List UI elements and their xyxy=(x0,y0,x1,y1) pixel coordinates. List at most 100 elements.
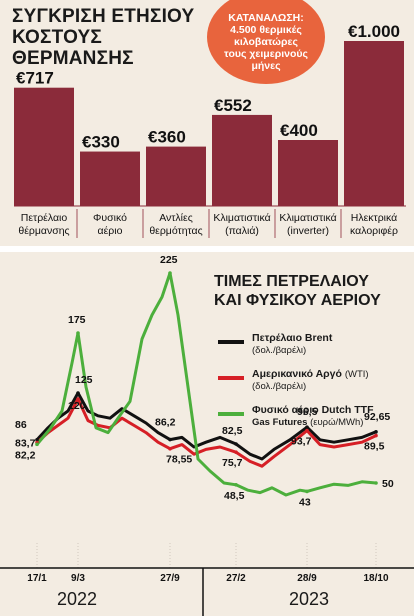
series-2-point-4 xyxy=(305,489,309,494)
heating-chart-title: ΣΥΓΚΡΙΣΗ ΕΤΗΣΙΟΥ ΚΟΣΤΟΥΣ ΘΕΡΜΑΝΣΗΣ xyxy=(12,6,222,69)
bar-category-line2-5: καλοριφέρ xyxy=(350,225,398,237)
series-2-point-0 xyxy=(35,442,39,447)
badge-line-1: ΚΑΤΑΝΑΛΩΣΗ: xyxy=(228,12,304,24)
series-line-1 xyxy=(35,397,377,468)
bar-value-label-1: €330 xyxy=(82,133,120,152)
series-0-point-2 xyxy=(168,437,172,442)
bar-4 xyxy=(278,140,338,206)
bar-category-line1-5: Ηλεκτρικά xyxy=(351,212,397,224)
series-0-label-4: 96,5 xyxy=(297,406,318,418)
x-tick-label-5: 18/10 xyxy=(363,573,388,584)
legend-label-wti-suffix: (WTI) xyxy=(344,369,369,380)
series-2-label-2: 225 xyxy=(160,254,178,266)
legend-unit-ttf-inline: Gas Futures xyxy=(252,417,308,428)
series-0-point-4 xyxy=(305,425,309,430)
legend-label-brent: Πετρέλαιο Brent xyxy=(252,332,333,344)
bar-category-line2-4: (inverter) xyxy=(287,225,329,237)
legend-unit-ttf-unit: (ευρώ/MWh) xyxy=(310,417,364,428)
series-1-point-2 xyxy=(168,446,172,451)
series-0-label-5: 92,65 xyxy=(364,411,390,423)
badge-line-3: κιλοβατώρες xyxy=(234,36,298,48)
series-1-label-2: 78,55 xyxy=(166,454,192,466)
legend-swatch-ttf xyxy=(218,412,244,416)
series-1-point-3 xyxy=(234,450,238,454)
prices-legend: Πετρέλαιο Brent (δολ./βαρέλι) Αμερικανικ… xyxy=(218,332,414,440)
bar-category-line1-1: Φυσικό xyxy=(93,212,127,224)
bar-category-line2-0: θέρμανσης xyxy=(18,225,69,237)
bar-3 xyxy=(212,114,272,206)
bar-value-label-5: €1.000 xyxy=(348,22,400,41)
year-label-2022: 2022 xyxy=(57,589,98,609)
timeline-axis: 2022 2023 xyxy=(0,568,414,616)
series-2-point-3 xyxy=(234,483,238,487)
x-tick-label-1: 9/3 xyxy=(71,573,85,584)
year-label-2023: 2023 xyxy=(289,589,330,609)
bar-category-line1-3: Κλιματιστικά xyxy=(213,212,270,224)
badge-line-5: μήνες xyxy=(251,60,281,72)
series-0-label-0: 86 xyxy=(15,419,27,431)
badge-line-2: 4.500 θερμικές xyxy=(230,24,302,36)
series-1-point-5 xyxy=(374,433,378,438)
legend-item-brent: Πετρέλαιο Brent (δολ./βαρέλι) xyxy=(218,332,414,368)
legend-label-wti: Αμερικανικό Αργό (WTI) xyxy=(252,368,369,381)
legend-swatch-wti xyxy=(218,376,244,380)
series-2-label-0: 82,2 xyxy=(15,449,36,461)
series-0-point-3 xyxy=(234,442,238,446)
heating-title-line2: ΚΟΣΤΟΥΣ ΘΕΡΜΑΝΣΗΣ xyxy=(12,27,134,69)
prices-title-line1: ΤΙΜΕΣ ΠΕΤΡΕΛΑΙΟΥ xyxy=(214,273,369,290)
series-2-label-3: 48,5 xyxy=(224,490,245,502)
bar-2 xyxy=(146,146,206,206)
bar-value-label-0: €717 xyxy=(16,69,54,88)
series-1-label-5: 89,5 xyxy=(364,441,385,453)
bar-value-label-3: €552 xyxy=(214,96,252,115)
series-2-point-1 xyxy=(76,331,80,335)
series-2-label-1: 175 xyxy=(68,314,86,326)
legend-swatch-brent xyxy=(218,340,244,344)
x-tick-label-2: 27/9 xyxy=(160,573,180,584)
badge-line-4: τους χειμερινούς xyxy=(224,48,308,60)
bar-category-line1-0: Πετρέλαιο xyxy=(21,212,68,224)
legend-unit-ttf: Gas Futures (ευρώ/MWh) xyxy=(252,417,363,429)
series-1-label-1: 120 xyxy=(68,400,86,412)
bar-value-label-2: €360 xyxy=(148,128,186,147)
prices-chart-title: ΤΙΜΕΣ ΠΕΤΡΕΛΑΙΟΥ ΚΑΙ ΦΥΣΙΚΟΥ ΑΕΡΙΟΥ xyxy=(214,272,414,310)
x-tick-label-3: 27/2 xyxy=(226,573,246,584)
bar-0 xyxy=(14,87,74,206)
series-0-label-1: 125 xyxy=(75,374,93,386)
legend-label-wti-name: Αμερικανικό Αργό xyxy=(252,368,342,380)
bar-category-line1-2: Αντλίες xyxy=(159,212,193,224)
series-2-point-5 xyxy=(374,481,378,485)
prices-title-line2: ΚΑΙ ΦΥΣΙΚΟΥ ΑΕΡΙΟΥ xyxy=(214,292,381,309)
heating-title-line1: ΣΥΓΚΡΙΣΗ ΕΤΗΣΙΟΥ xyxy=(12,6,195,27)
legend-label-ttf: Φυσικό αέριο Dutch TTF xyxy=(252,404,374,416)
series-0-point-5 xyxy=(374,430,378,434)
bar-category-line2-3: (παλιά) xyxy=(225,225,259,237)
series-line-0 xyxy=(35,391,377,461)
x-tick-label-4: 28/9 xyxy=(297,573,317,584)
series-2-label-4: 43 xyxy=(299,496,311,508)
bar-5 xyxy=(344,41,404,206)
section-divider xyxy=(0,246,414,252)
series-1-label-3: 75,7 xyxy=(222,457,243,469)
bar-1 xyxy=(80,151,140,206)
bar-category-line1-4: Κλιματιστικά xyxy=(279,212,336,224)
x-tick-label-0: 17/1 xyxy=(27,573,47,584)
legend-item-wti: Αμερικανικό Αργό (WTI) (δολ./βαρέλι) xyxy=(218,368,414,404)
series-1-point-1 xyxy=(76,397,80,401)
bar-category-line2-2: θερμότητας xyxy=(149,225,202,237)
legend-unit-wti: (δολ./βαρέλι) xyxy=(252,381,307,392)
series-1-point-4 xyxy=(305,428,309,433)
bar-category-line2-1: αέριο xyxy=(98,225,123,237)
series-0-label-3: 82,5 xyxy=(222,425,243,437)
legend-item-ttf: Φυσικό αέριο Dutch TTF Gas Futures (ευρώ… xyxy=(218,404,414,440)
consumption-badge: ΚΑΤΑΝΑΛΩΣΗ: 4.500 θερμικές κιλοβατώρες τ… xyxy=(207,0,325,84)
series-2-label-5: 50 xyxy=(382,478,394,490)
series-0-point-1 xyxy=(76,391,80,395)
series-0-point-0 xyxy=(35,438,39,442)
series-0-label-2: 86,2 xyxy=(155,417,176,429)
legend-unit-brent: (δολ./βαρέλι) xyxy=(252,345,307,356)
bar-value-label-4: €400 xyxy=(280,121,318,140)
